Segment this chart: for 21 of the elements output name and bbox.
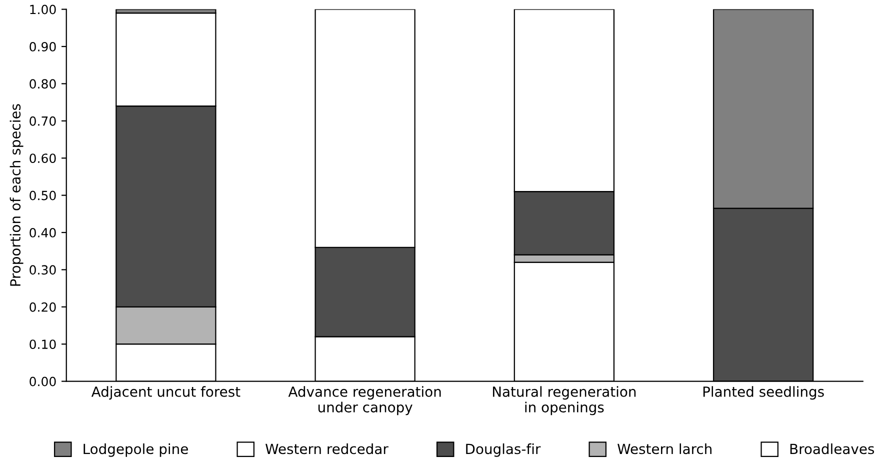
legend-label: Broadleaves <box>790 443 874 454</box>
y-tick-label: 0.60 <box>30 154 56 164</box>
legend-label: Western larch <box>618 443 712 454</box>
legend-label: Western redcedar <box>266 443 388 454</box>
y-tick-label: 0.00 <box>30 376 56 386</box>
y-axis-title: Proportion of each species <box>10 104 24 286</box>
y-tick-label: 0.20 <box>30 302 56 312</box>
legend-label: Lodgepole pine <box>84 443 188 457</box>
legend-label: Douglas-fir <box>466 443 541 457</box>
x-tick-label: Advance regeneration under canopy <box>288 386 441 416</box>
x-tick-label: Adjacent uncut forest <box>91 386 240 400</box>
y-tick-label: 0.30 <box>30 265 56 275</box>
y-tick-label: 0.90 <box>30 42 56 52</box>
y-tick-label: 0.10 <box>30 340 56 350</box>
y-tick-label: 0.70 <box>30 116 56 126</box>
y-tick-label: 0.50 <box>30 190 56 200</box>
y-tick-label: 1.00 <box>30 4 56 14</box>
x-tick-label: Planted seedlings <box>703 386 824 400</box>
x-tick-label: Natural regeneration in openings <box>492 386 636 416</box>
y-tick-label: 0.80 <box>30 79 56 89</box>
y-tick-label: 0.40 <box>30 228 56 238</box>
